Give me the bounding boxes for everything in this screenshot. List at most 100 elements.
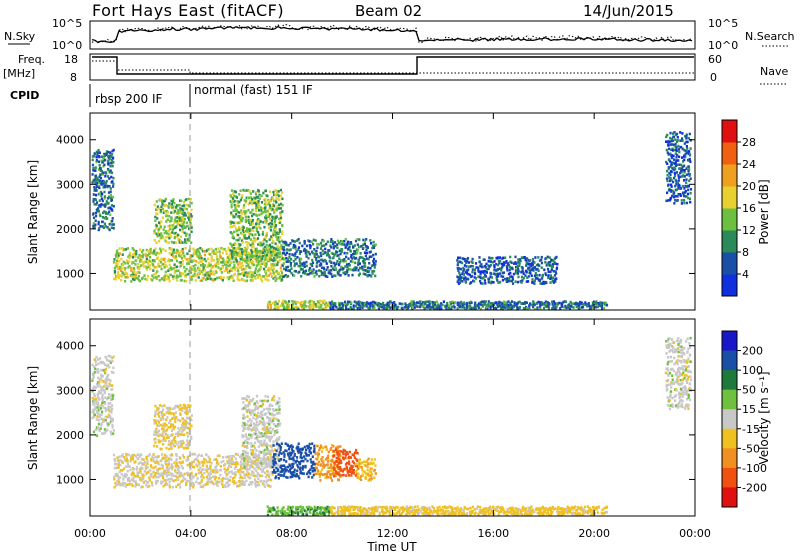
velocity-cell xyxy=(113,486,116,489)
power-cell xyxy=(666,179,669,183)
velocity-cell xyxy=(154,461,157,465)
power-cell xyxy=(272,193,276,197)
velocity-cell xyxy=(257,435,260,438)
power-cell xyxy=(112,260,116,264)
velocity-cell xyxy=(108,409,111,413)
power-cell xyxy=(374,274,377,278)
power-cell xyxy=(257,199,260,203)
power-cell xyxy=(484,275,488,278)
power-cell xyxy=(223,263,227,266)
velocity-cell xyxy=(98,429,101,433)
power-cell xyxy=(113,277,116,281)
velocity-cell xyxy=(93,398,96,401)
power-cell xyxy=(120,257,123,261)
power-cell xyxy=(578,305,581,308)
nsky-tick-bottom: 10^0 xyxy=(52,39,82,52)
power-cell xyxy=(251,233,254,237)
velocity-cell xyxy=(163,425,166,428)
velocity-cell xyxy=(258,483,261,487)
power-cell xyxy=(510,261,513,265)
power-cell xyxy=(296,239,299,242)
power-cell xyxy=(114,253,117,257)
power-cell xyxy=(372,259,375,263)
power-cell xyxy=(272,263,275,266)
power-cell xyxy=(160,220,163,223)
power-cell xyxy=(374,243,377,246)
power-cell xyxy=(180,253,183,257)
power-cell xyxy=(185,232,188,236)
power-cell xyxy=(688,150,691,153)
power-cell xyxy=(468,301,471,305)
velocity-cell xyxy=(134,482,137,485)
power-cell xyxy=(468,273,471,277)
power-cell xyxy=(416,305,419,308)
velocity-cell xyxy=(275,463,278,466)
velocity-cell xyxy=(164,472,167,476)
velocity-cell xyxy=(262,458,265,461)
power-cell xyxy=(499,267,502,270)
power-cell xyxy=(227,256,230,259)
power-cell xyxy=(669,198,672,202)
power-cell xyxy=(287,300,291,303)
velocity-cell xyxy=(96,415,99,418)
power-cell xyxy=(464,281,467,284)
power-cell xyxy=(213,263,216,267)
velocity-cell xyxy=(263,434,266,438)
velocity-cell xyxy=(140,457,143,461)
power-cell xyxy=(462,257,465,261)
power-cell xyxy=(351,307,354,311)
velocity-cell xyxy=(198,463,201,466)
velocity-cell xyxy=(226,460,229,463)
power-cell xyxy=(147,265,150,269)
power-cell xyxy=(268,243,272,247)
power-cell xyxy=(232,197,235,200)
power-cell xyxy=(487,300,490,303)
power-cell xyxy=(310,240,313,243)
velocity-cell xyxy=(240,465,243,468)
velocity-cell xyxy=(269,452,272,456)
power-cell xyxy=(592,306,595,310)
velocity-cell xyxy=(243,457,246,460)
power-cell xyxy=(671,147,674,151)
power-cell xyxy=(688,168,691,171)
power-cell xyxy=(507,263,510,267)
power-cell xyxy=(514,271,517,275)
power-cell xyxy=(256,237,260,240)
velocity-cell xyxy=(244,439,247,443)
power-cell xyxy=(117,265,120,269)
power-cell xyxy=(334,263,337,267)
power-cell xyxy=(186,238,189,241)
power-cell xyxy=(119,265,122,269)
power-cell xyxy=(135,252,138,256)
power-cell xyxy=(677,144,680,148)
power-cell xyxy=(238,200,241,204)
power-cell xyxy=(338,261,341,264)
velocity-cell xyxy=(169,477,172,481)
velocity-cell xyxy=(259,431,262,435)
power-cell xyxy=(241,278,244,282)
power-cell xyxy=(358,307,362,311)
velocity-cell xyxy=(248,427,251,431)
velocity-cell xyxy=(97,403,100,407)
power-cell xyxy=(251,278,254,281)
power-cell xyxy=(510,300,514,303)
velocity-cell xyxy=(244,462,247,466)
power-cell xyxy=(159,264,163,268)
velocity-cell xyxy=(213,478,217,481)
power-cell xyxy=(205,271,208,275)
power-cell xyxy=(97,179,100,182)
power-cell xyxy=(685,201,689,205)
velocity-cell xyxy=(255,436,259,440)
velocity-cell xyxy=(204,483,207,486)
power-cell xyxy=(488,256,491,259)
power-cell xyxy=(178,203,181,207)
power-cell xyxy=(554,302,557,305)
power-cell xyxy=(679,193,682,196)
power-cell xyxy=(155,277,158,281)
velocity-cell xyxy=(188,426,192,430)
power-cell xyxy=(509,260,512,263)
velocity-cell xyxy=(261,468,264,471)
power-cell xyxy=(549,274,552,277)
velocity-cell xyxy=(136,453,139,456)
y-tick-label: 1000 xyxy=(56,267,84,280)
